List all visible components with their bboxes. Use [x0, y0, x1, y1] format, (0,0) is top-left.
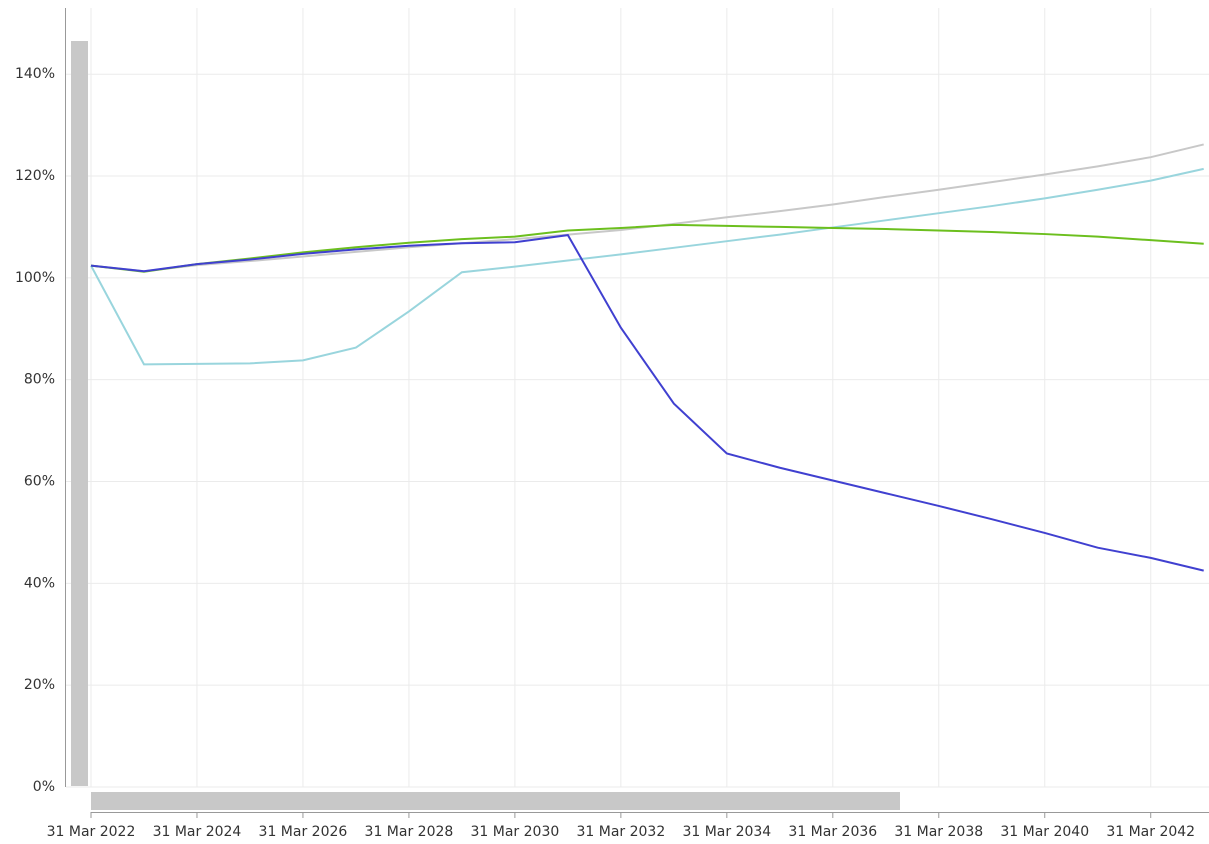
x-tick-label: 31 Mar 2036 — [788, 824, 877, 840]
y-tick-label: 40% — [24, 575, 55, 591]
series-line — [90, 143, 1204, 273]
y-tick-label: 0% — [33, 779, 55, 795]
x-tick-label: 31 Mar 2026 — [259, 824, 348, 840]
x-tick-label: 31 Mar 2022 — [47, 824, 136, 840]
x-tick-label: 31 Mar 2040 — [1000, 824, 1089, 840]
x-tick-label: 31 Mar 2042 — [1106, 824, 1195, 840]
vertical-scrollbar[interactable] — [71, 41, 88, 786]
y-tick-label: 100% — [15, 270, 55, 286]
x-tick-label: 31 Mar 2032 — [576, 824, 665, 840]
y-tick-label: 140% — [15, 66, 55, 82]
series-line — [90, 234, 1204, 572]
x-tick-label: 31 Mar 2030 — [471, 824, 560, 840]
x-tick-label: 31 Mar 2038 — [894, 824, 983, 840]
y-tick-label: 20% — [24, 677, 55, 693]
x-tick-label: 31 Mar 2028 — [365, 824, 454, 840]
y-tick-label: 80% — [24, 372, 55, 388]
x-tick-label: 31 Mar 2034 — [682, 824, 771, 840]
horizontal-scrollbar[interactable] — [91, 792, 900, 810]
series-line — [90, 167, 1204, 366]
series-line — [90, 223, 1204, 273]
x-tick-label: 31 Mar 2024 — [153, 824, 242, 840]
y-tick-label: 60% — [24, 474, 55, 490]
y-tick-label: 120% — [15, 168, 55, 184]
